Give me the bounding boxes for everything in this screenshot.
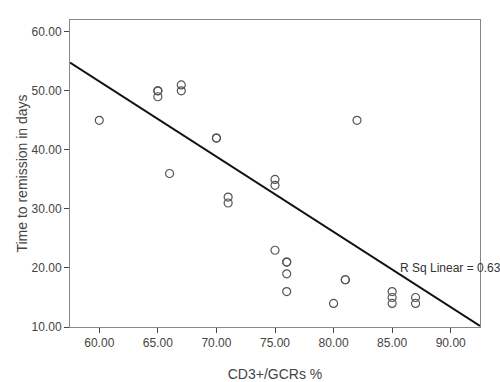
svg-text:65.00: 65.00 [143, 336, 173, 350]
svg-text:90.00: 90.00 [436, 336, 466, 350]
svg-text:60.00: 60.00 [32, 25, 62, 39]
svg-text:75.00: 75.00 [260, 336, 290, 350]
svg-text:50.00: 50.00 [32, 84, 62, 98]
svg-text:40.00: 40.00 [32, 143, 62, 157]
svg-text:10.00: 10.00 [32, 320, 62, 334]
svg-text:70.00: 70.00 [201, 336, 231, 350]
svg-text:80.00: 80.00 [319, 336, 349, 350]
svg-text:20.00: 20.00 [32, 261, 62, 275]
svg-text:30.00: 30.00 [32, 202, 62, 216]
svg-text:60.00: 60.00 [84, 336, 114, 350]
svg-text:Time to remission in days: Time to remission in days [14, 94, 30, 252]
svg-text:CD3+/GCRs %: CD3+/GCRs % [228, 366, 323, 382]
svg-text:R Sq Linear = 0.63: R Sq Linear = 0.63 [400, 261, 500, 275]
svg-text:85.00: 85.00 [377, 336, 407, 350]
